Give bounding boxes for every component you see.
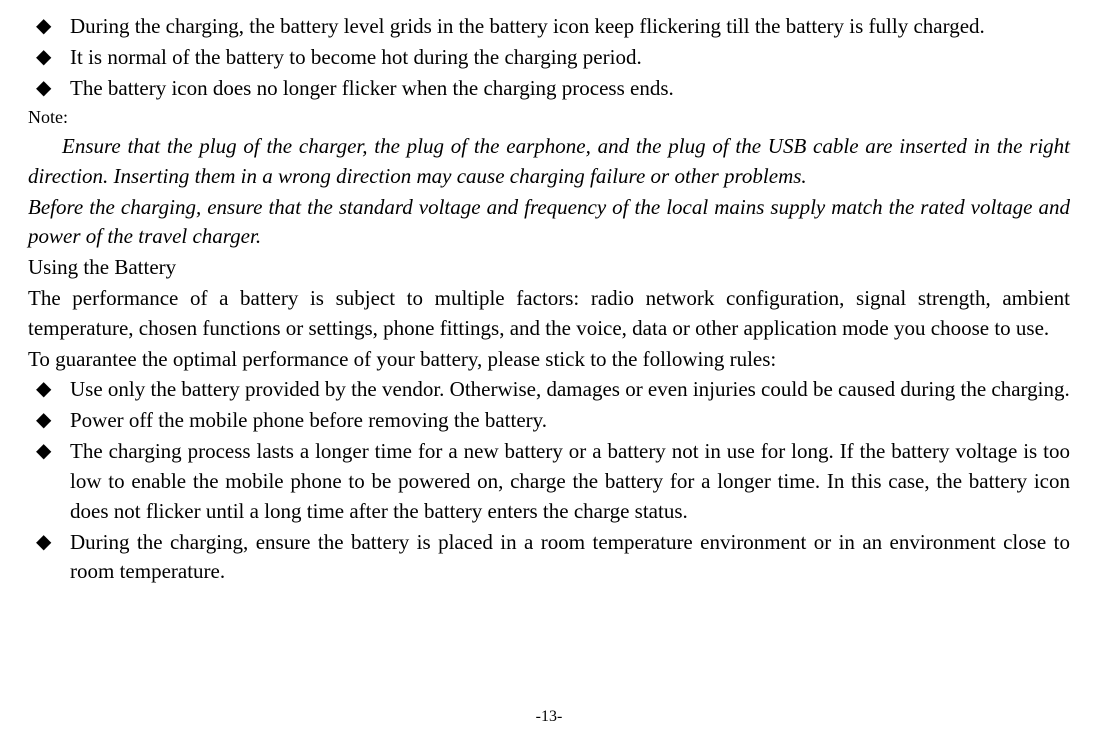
note-label: Note: xyxy=(28,105,1070,131)
list-item: ◆ During the charging, ensure the batter… xyxy=(28,528,1070,588)
list-item: ◆ The charging process lasts a longer ti… xyxy=(28,437,1070,526)
note-paragraph: Ensure that the plug of the charger, the… xyxy=(28,132,1070,192)
bullet-text: The battery icon does no longer flicker … xyxy=(70,74,1070,104)
body-paragraph: The performance of a battery is subject … xyxy=(28,284,1070,344)
list-item: ◆ It is normal of the battery to become … xyxy=(28,43,1070,73)
bullet-text: During the charging, the battery level g… xyxy=(70,12,1070,42)
bullet-text: It is normal of the battery to become ho… xyxy=(70,43,1070,73)
diamond-bullet-icon: ◆ xyxy=(28,375,70,405)
body-paragraph: To guarantee the optimal performance of … xyxy=(28,345,1070,375)
diamond-bullet-icon: ◆ xyxy=(28,74,70,104)
diamond-bullet-icon: ◆ xyxy=(28,43,70,73)
diamond-bullet-icon: ◆ xyxy=(28,406,70,436)
bullet-text: During the charging, ensure the battery … xyxy=(70,528,1070,588)
list-item: ◆ During the charging, the battery level… xyxy=(28,12,1070,42)
top-bullet-list: ◆ During the charging, the battery level… xyxy=(28,12,1070,103)
diamond-bullet-icon: ◆ xyxy=(28,528,70,588)
bullet-text: The charging process lasts a longer time… xyxy=(70,437,1070,526)
diamond-bullet-icon: ◆ xyxy=(28,437,70,526)
diamond-bullet-icon: ◆ xyxy=(28,12,70,42)
list-item: ◆ Use only the battery provided by the v… xyxy=(28,375,1070,405)
page-number: -13- xyxy=(0,706,1098,729)
bullet-text: Power off the mobile phone before removi… xyxy=(70,406,1070,436)
bullet-text: Use only the battery provided by the ven… xyxy=(70,375,1070,405)
bottom-bullet-list: ◆ Use only the battery provided by the v… xyxy=(28,375,1070,587)
note-paragraph: Before the charging, ensure that the sta… xyxy=(28,193,1070,253)
list-item: ◆ Power off the mobile phone before remo… xyxy=(28,406,1070,436)
list-item: ◆ The battery icon does no longer flicke… xyxy=(28,74,1070,104)
section-heading: Using the Battery xyxy=(28,253,1070,283)
